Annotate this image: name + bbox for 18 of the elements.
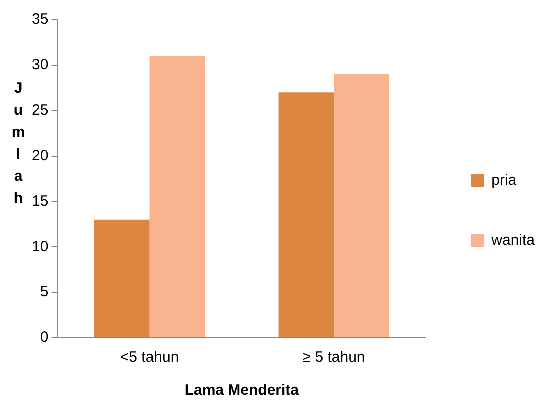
bar: [94, 220, 150, 338]
y-tick-label: 5: [40, 284, 49, 301]
legend-label: wanita: [490, 232, 536, 250]
y-tick-label: 10: [32, 238, 49, 256]
bar: [334, 74, 390, 338]
x-tick-label: ≥ 5 tahun: [302, 349, 366, 366]
y-tick-label: 25: [32, 102, 49, 119]
bar: [278, 92, 334, 338]
y-tick-label: 15: [32, 192, 49, 210]
legend-label: pria: [492, 172, 518, 190]
bar: [150, 56, 206, 338]
y-tick-label: 20: [32, 147, 49, 164]
x-axis-title: Lama Menderita: [184, 382, 300, 400]
x-tick-label: <5 tahun: [120, 349, 180, 366]
y-axis-title: Jumlah: [12, 79, 26, 209]
y-tick-label: 35: [32, 11, 49, 28]
y-tick-label: 0: [40, 329, 49, 346]
y-tick-label: 30: [32, 56, 49, 74]
